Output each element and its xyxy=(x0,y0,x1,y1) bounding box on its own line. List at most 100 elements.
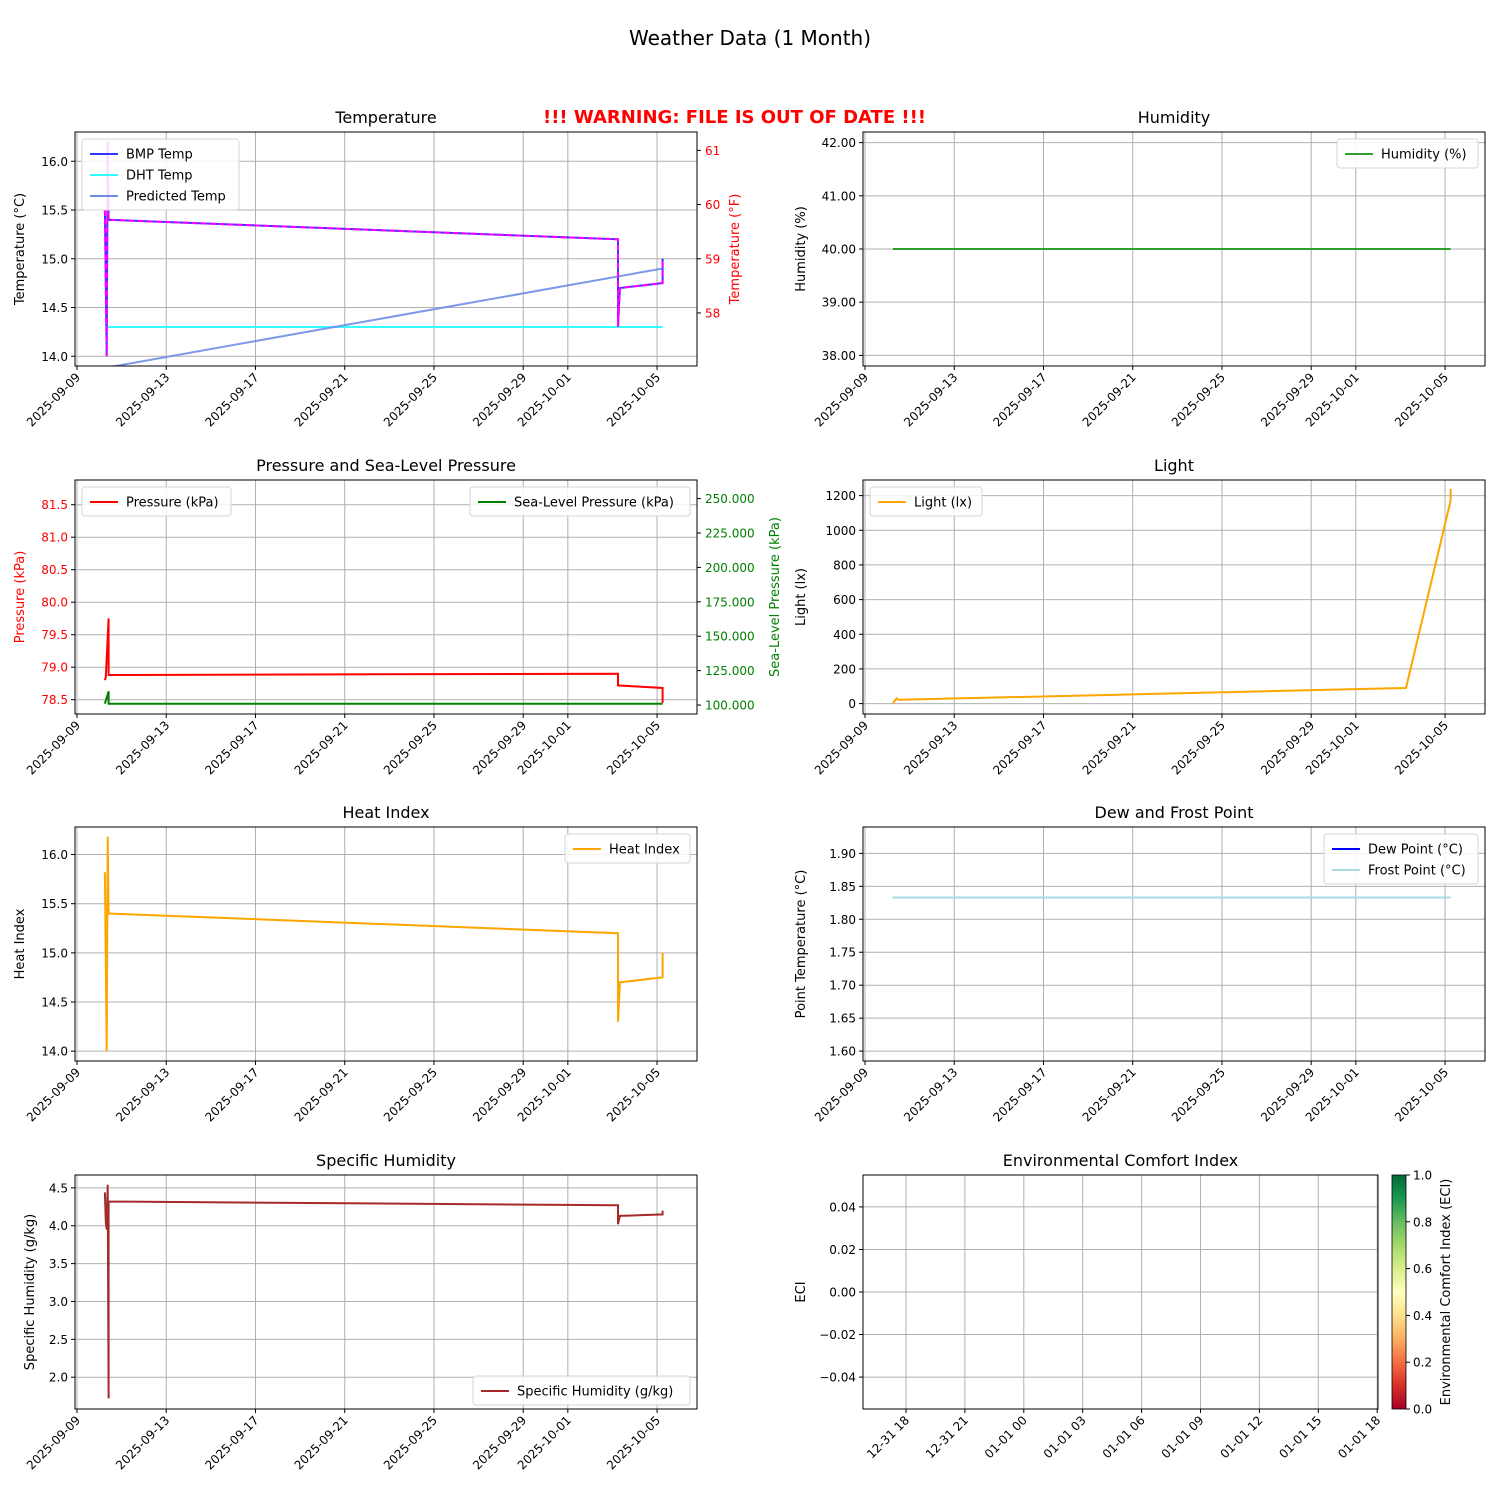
y-axis-right-label: Sea-Level Pressure (kPa) xyxy=(768,517,783,677)
x-tick-label: 2025-09-13 xyxy=(113,718,172,777)
x-tick-label: 01-01 03 xyxy=(1041,1413,1089,1461)
grid xyxy=(75,1175,697,1409)
x-tick-label: 2025-09-13 xyxy=(113,1065,172,1124)
y-tick-label: 14.0 xyxy=(41,1045,68,1059)
y-axis-label: Light (lx) xyxy=(794,568,809,626)
x-tick-label: 2025-10-05 xyxy=(604,370,663,429)
x-tick-label: 01-01 09 xyxy=(1159,1413,1207,1461)
x-tick-label: 12-31 18 xyxy=(864,1413,912,1461)
colorbar-tick-label: 0.0 xyxy=(1413,1403,1432,1417)
y-tick-label: 0.02 xyxy=(829,1243,856,1257)
legend: Light (lx) xyxy=(869,486,983,517)
x-tick-label: 2025-09-09 xyxy=(812,370,871,429)
x-tick-label: 2025-09-21 xyxy=(292,1065,351,1124)
y-tick-label: 1.75 xyxy=(829,946,856,960)
y-tick-label: 400 xyxy=(833,628,856,642)
y-tick-label: 14.0 xyxy=(41,350,68,364)
x-tick-label: 2025-10-05 xyxy=(1392,370,1451,429)
axes-frame xyxy=(862,826,1486,1062)
x-tick-label: 2025-09-21 xyxy=(1080,1065,1139,1124)
x-tick-label: 2025-09-21 xyxy=(1080,370,1139,429)
x-tick-label: 2025-10-05 xyxy=(1392,718,1451,777)
x-tick-label: 2025-10-05 xyxy=(604,1413,663,1472)
y-axis: 14.0 14.5 15.0 15.5 16.0 Heat Index xyxy=(13,848,75,1059)
axes-frame xyxy=(74,479,698,715)
x-tick-label: 2025-09-25 xyxy=(1169,370,1228,429)
series-line xyxy=(103,836,664,1052)
y-tick-label: 0.04 xyxy=(829,1200,856,1214)
x-tick-label: 01-01 15 xyxy=(1276,1413,1324,1461)
y-axis-label: ECI xyxy=(794,1281,809,1302)
x-axis: 2025-09-09 2025-09-13 2025-09-17 2025-09-21… xyxy=(24,1061,663,1124)
y-axis: 2.0 2.5 3.0 3.5 4.0 4.5 Specific Humidity (g/k… xyxy=(23,1181,75,1385)
y-right-tick-label: 175.000 xyxy=(705,595,755,609)
y-tick-label: 1.70 xyxy=(829,979,856,993)
y-tick-label: 40.00 xyxy=(822,243,856,257)
series-line xyxy=(103,618,664,703)
series-lines xyxy=(103,1184,664,1399)
colorbar: 0.0 0.2 0.4 0.6 0.8 1.0 Environmental Comfort … xyxy=(1391,1169,1454,1417)
legend: Pressure (kPa) xyxy=(81,486,232,517)
series-line xyxy=(892,488,1452,705)
y-axis-right: 100.000 125.000 150.000 175.000 200.000 225.0… xyxy=(697,492,783,713)
x-tick-label: 2025-09-17 xyxy=(202,1065,261,1124)
colorbar-tick-label: 0.4 xyxy=(1413,1309,1432,1323)
y-axis: 38.00 39.00 40.00 41.00 42.00 Humidity (%) xyxy=(794,136,863,363)
x-tick-label: 2025-09-09 xyxy=(812,1065,871,1124)
y-axis: 14.0 14.5 15.0 15.5 16.0 Temperature (°C) xyxy=(13,155,75,364)
y-tick-label: 15.0 xyxy=(41,946,68,960)
series-lines xyxy=(103,141,664,366)
y-tick-label: 41.00 xyxy=(822,189,856,203)
y-right-tick-label: 250.000 xyxy=(705,492,755,506)
chart-title: Humidity xyxy=(1138,108,1211,127)
y-tick-label: 14.5 xyxy=(41,301,68,315)
x-tick-label: 01-01 06 xyxy=(1100,1413,1148,1461)
x-tick-label: 2025-09-09 xyxy=(24,370,83,429)
legend-label: BMP Temp xyxy=(126,148,193,163)
colorbar-tick-label: 0.8 xyxy=(1413,1215,1432,1229)
legend: Sea-Level Pressure (kPa) xyxy=(469,486,691,517)
y-tick-label: 14.5 xyxy=(41,996,68,1010)
x-tick-label: 2025-09-17 xyxy=(202,370,261,429)
legend-label: Frost Point (°C) xyxy=(1368,864,1466,879)
axes-frame xyxy=(74,1174,698,1410)
y-tick-label: 3.5 xyxy=(49,1257,68,1271)
x-axis: 12-31 18 12-31 21 01-01 00 01-01 03 01-01 06… xyxy=(864,1409,1383,1461)
x-axis: 2025-09-09 2025-09-13 2025-09-17 2025-09-21… xyxy=(24,714,663,777)
y-right-tick-label: 59 xyxy=(705,252,720,266)
y-tick-label: 15.0 xyxy=(41,252,68,266)
y-tick-label: 81.5 xyxy=(41,498,68,512)
y-axis: 1.60 1.65 1.70 1.75 1.80 1.85 1.90 Point Temper… xyxy=(794,847,863,1059)
y-right-tick-label: 61 xyxy=(705,144,720,158)
x-axis: 2025-09-09 2025-09-13 2025-09-17 2025-09-21… xyxy=(24,1409,663,1472)
y-tick-label: 0.00 xyxy=(829,1286,856,1300)
y-right-tick-label: 60 xyxy=(705,198,720,212)
x-axis: 2025-09-09 2025-09-13 2025-09-17 2025-09-21… xyxy=(812,1061,1451,1124)
legend-label: Dew Point (°C) xyxy=(1368,843,1463,858)
x-tick-label: 2025-09-21 xyxy=(1080,718,1139,777)
y-tick-label: 4.0 xyxy=(49,1219,68,1233)
out-of-date-warning: !!! WARNING: FILE IS OUT OF DATE !!! xyxy=(543,107,927,128)
axes-frame xyxy=(74,131,698,367)
legend-label: Sea-Level Pressure (kPa) xyxy=(514,496,674,511)
y-axis-label: Temperature (°C) xyxy=(13,193,28,306)
x-tick-label: 2025-09-13 xyxy=(113,1413,172,1472)
y-tick-label: 15.5 xyxy=(41,204,68,218)
axes-frame xyxy=(862,1174,1379,1410)
y-tick-label: −0.02 xyxy=(819,1328,856,1342)
colorbar-tick-label: 1.0 xyxy=(1413,1169,1432,1183)
y-right-tick-label: 100.000 xyxy=(705,699,755,713)
series-line xyxy=(103,691,663,705)
axes-frame xyxy=(74,826,698,1062)
x-axis: 2025-09-09 2025-09-13 2025-09-17 2025-09-21… xyxy=(812,714,1451,777)
x-tick-label: 2025-09-21 xyxy=(292,1413,351,1472)
x-tick-label: 01-01 12 xyxy=(1217,1413,1265,1461)
y-right-tick-label: 200.000 xyxy=(705,561,755,575)
series-lines xyxy=(103,836,664,1052)
y-tick-label: 16.0 xyxy=(41,155,68,169)
legend: Humidity (%) xyxy=(1336,138,1479,169)
x-tick-label: 2025-09-13 xyxy=(901,370,960,429)
x-tick-label: 2025-09-25 xyxy=(381,1413,440,1472)
